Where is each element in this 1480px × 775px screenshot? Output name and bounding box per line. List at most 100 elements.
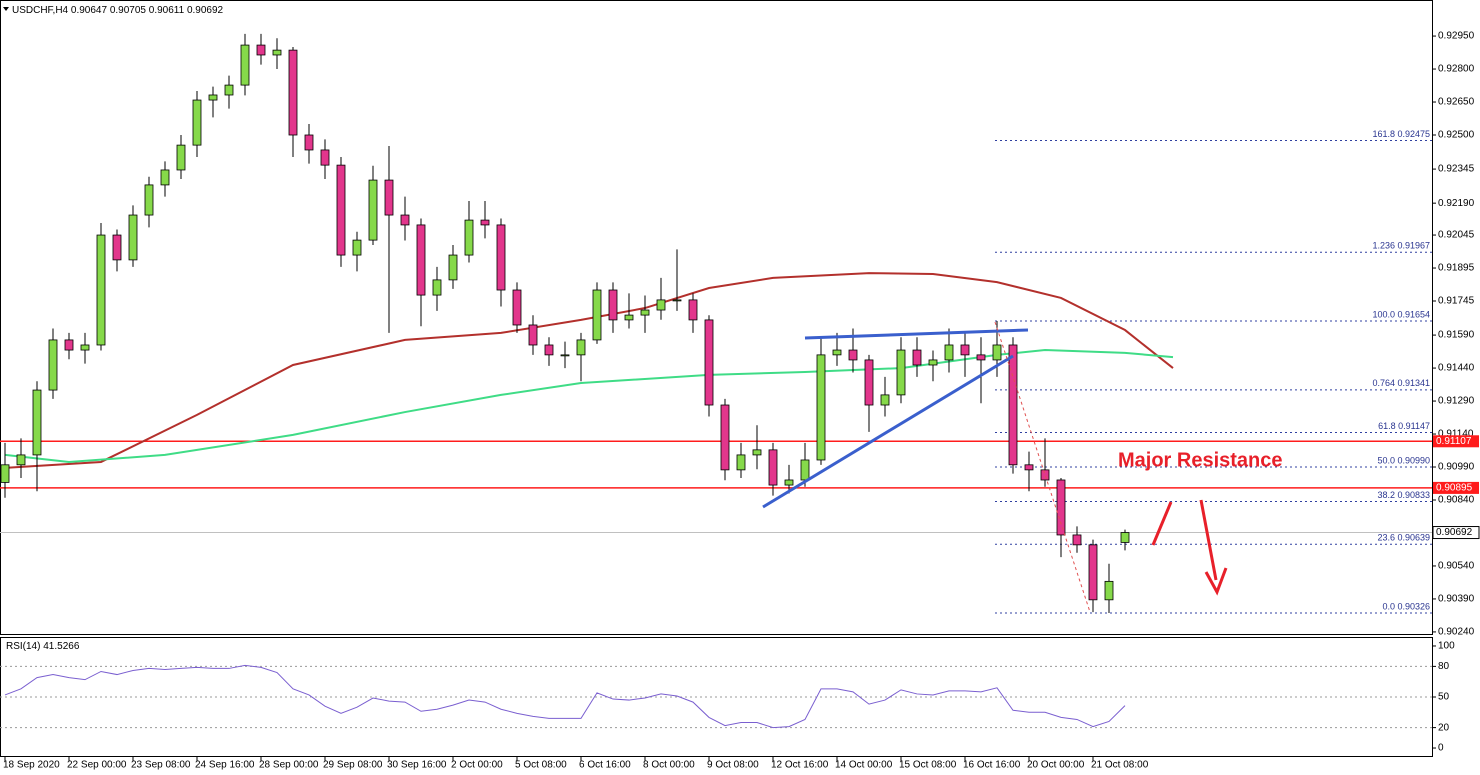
candle-body [592, 289, 602, 341]
x-tick-label: 21 Oct 08:00 [1091, 760, 1149, 771]
candle-body [144, 184, 154, 216]
candle-body [768, 449, 778, 486]
rsi-tick-label: 80 [1438, 661, 1450, 672]
candle-body [384, 179, 394, 216]
plot: 0.92950 0.92800 0.92650 0.92500 0.92345 0.921… [0, 31, 1480, 771]
x-tick-label: 12 Oct 16:00 [771, 760, 829, 771]
candle-body [336, 164, 346, 256]
x-tick-label: 20 Oct 00:00 [1027, 760, 1085, 771]
open: 0.90647 [71, 5, 108, 16]
y-tick-label: 0.91745 [1438, 296, 1475, 307]
rsi-tick-label: 50 [1438, 692, 1450, 703]
candle-body [304, 134, 314, 151]
arrow-up [1151, 501, 1173, 546]
x-tick-label: 30 Sep 16:00 [387, 760, 447, 771]
candle-body [32, 389, 42, 456]
level-box [1433, 481, 1479, 494]
trendline [762, 354, 1014, 509]
candle-body [928, 359, 938, 366]
rsi-tick-label: 0 [1438, 743, 1444, 754]
candle-body [1008, 344, 1018, 466]
candle-body [256, 44, 266, 56]
fib-label: 0.764 0.91341 [1372, 378, 1430, 388]
candle-body [320, 149, 330, 166]
candle-body [832, 349, 842, 356]
candle-body [640, 309, 650, 316]
moving-average [4, 349, 1174, 463]
y-tick-label: 0.90540 [1438, 561, 1475, 572]
fib-label: 161.8 0.92475 [1372, 129, 1430, 139]
candle-body [736, 454, 746, 471]
level-box [1433, 435, 1479, 448]
rsi-value: 41.5266 [43, 641, 80, 652]
candle-body [864, 359, 874, 406]
header-icon [3, 7, 9, 11]
candle-body [176, 144, 186, 171]
rsi-tick-label: 100 [1438, 641, 1455, 652]
y-tick-label: 0.91895 [1438, 263, 1475, 274]
candle-body [288, 49, 298, 136]
candle-body [576, 339, 586, 356]
candle-body [912, 349, 922, 366]
fib-label: 38.2 0.90833 [1377, 490, 1430, 500]
candle-body [512, 289, 522, 326]
candle-body [800, 459, 810, 481]
fib-label: 23.6 0.90639 [1377, 533, 1430, 543]
candle-body [1040, 469, 1050, 481]
price-label: 0.90692 [1436, 527, 1473, 538]
rsi-title: RSI(14) [6, 641, 40, 652]
candle-body [224, 84, 234, 96]
y-tick-label: 0.90840 [1438, 495, 1475, 506]
x-tick-label: 18 Sep 2020 [3, 760, 60, 771]
candle-body [704, 319, 714, 406]
candle-body [240, 44, 250, 86]
y-tick-label: 0.90990 [1438, 462, 1475, 473]
close: 0.90692 [187, 5, 224, 16]
candle-body [992, 344, 1002, 361]
rsi-tick-label: 20 [1438, 722, 1450, 733]
y-tick-label: 0.92345 [1438, 164, 1475, 175]
symbol: USDCHF,H4 [12, 5, 69, 16]
arrow-down [1199, 499, 1218, 581]
candle-body [848, 349, 858, 361]
candle-body [528, 324, 538, 346]
trendline [804, 328, 1029, 340]
x-tick-label: 15 Oct 08:00 [899, 760, 957, 771]
candle-body [624, 314, 634, 321]
candle-body [352, 239, 362, 256]
x-tick-label: 9 Oct 08:00 [707, 760, 759, 771]
low: 0.90611 [149, 5, 185, 16]
candle-body [672, 299, 682, 302]
candle-body [880, 394, 890, 406]
y-tick-label: 0.90240 [1438, 627, 1475, 638]
fib-label: 1.236 0.91967 [1372, 241, 1430, 251]
candle-body [0, 464, 10, 483]
x-tick-label: 23 Sep 08:00 [131, 760, 191, 771]
candle-body [432, 279, 442, 296]
x-tick-label: 24 Sep 16:00 [195, 760, 255, 771]
drawings: Major Resistance [762, 321, 1283, 613]
price-box [1432, 526, 1480, 540]
y-tick-label: 0.92650 [1438, 97, 1475, 108]
y-tick-label: 0.92950 [1438, 31, 1475, 42]
candle-body [1120, 532, 1130, 543]
candle-body [160, 169, 170, 186]
fib-label: 0.0 0.90326 [1382, 601, 1430, 611]
candle-body [960, 344, 970, 356]
candle-body [656, 299, 666, 311]
candle-body [64, 339, 74, 351]
candle-body [816, 354, 826, 461]
y-tick-label: 0.92045 [1438, 230, 1475, 241]
header: USDCHF,H4 0.90647 0.90705 0.90611 0.9069… [12, 5, 224, 16]
x-tick-label: 5 Oct 08:00 [515, 760, 567, 771]
candle-body [976, 354, 986, 361]
candle-body [752, 449, 762, 456]
level-label: 0.91107 [1436, 436, 1472, 447]
candle-body [272, 49, 282, 56]
candle-body [96, 234, 106, 346]
candle-body [1088, 544, 1098, 601]
candle-body [1104, 580, 1114, 601]
candle-body [1056, 479, 1066, 536]
candle-body [720, 404, 730, 471]
